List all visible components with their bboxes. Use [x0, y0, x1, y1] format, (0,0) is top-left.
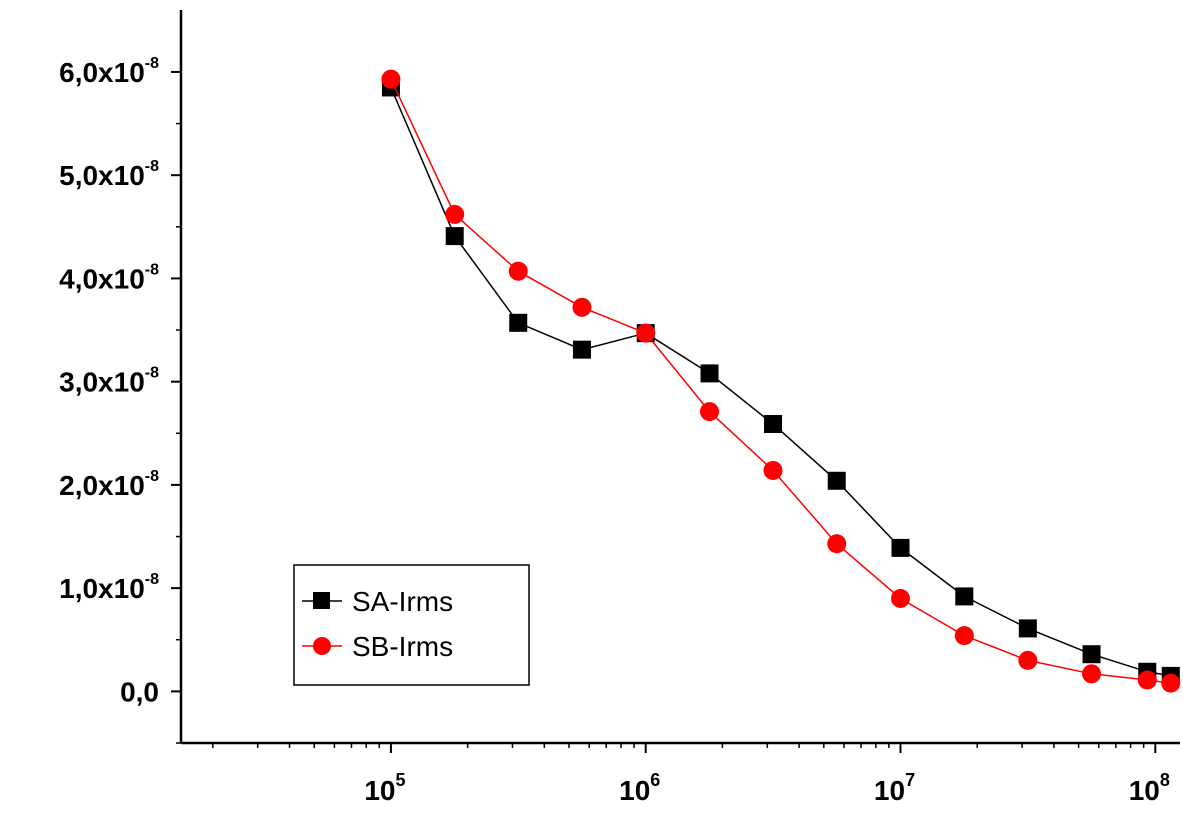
y-tick-mantissa: 2,0x10 — [59, 470, 145, 501]
data-point-circle — [1161, 673, 1181, 693]
legend-box — [293, 564, 530, 686]
x-tick-label: 107 — [874, 770, 915, 806]
x-tick-base: 10 — [1129, 775, 1160, 806]
data-point-circle — [1137, 670, 1157, 690]
data-point-square — [572, 340, 591, 359]
data-point-square — [1082, 645, 1101, 664]
y-tick-mantissa: 0,0 — [120, 676, 159, 707]
x-tick-base: 10 — [874, 775, 905, 806]
y-tick-label: 6,0x10-8 — [59, 55, 159, 88]
x-tick-label: 105 — [364, 770, 405, 806]
x-tick-exponent: 7 — [905, 770, 915, 790]
data-point-circle — [445, 204, 465, 224]
data-point-square — [1018, 619, 1037, 638]
y-tick-mantissa: 4,0x10 — [59, 263, 145, 294]
data-point-circle — [1018, 650, 1038, 670]
data-point-circle — [1082, 664, 1102, 684]
legend-item: SB-Irms — [302, 631, 453, 662]
data-point-square — [445, 227, 464, 246]
data-point-square — [891, 538, 910, 557]
legend-marker-square — [313, 592, 330, 609]
x-tick-exponent: 6 — [650, 770, 660, 790]
legend-marker-circle — [313, 637, 331, 655]
x-tick-exponent: 5 — [395, 770, 405, 790]
y-tick-label: 0,0 — [120, 676, 159, 707]
x-tick-label: 108 — [1129, 770, 1170, 806]
data-point-circle — [636, 323, 656, 343]
data-point-square — [509, 313, 528, 332]
y-tick-exponent: -8 — [145, 571, 159, 588]
data-point-circle — [572, 297, 592, 317]
x-tick-exponent: 8 — [1160, 770, 1170, 790]
data-point-circle — [381, 69, 401, 89]
y-tick-exponent: -8 — [145, 261, 159, 278]
data-point-square — [764, 414, 783, 433]
y-tick-exponent: -8 — [145, 365, 159, 382]
y-tick-exponent: -8 — [145, 158, 159, 175]
y-tick-label: 2,0x10-8 — [59, 468, 159, 501]
y-tick-mantissa: 1,0x10 — [59, 573, 145, 604]
legend: SA-Irms SB-Irms — [293, 564, 530, 686]
y-tick-label: 4,0x10-8 — [59, 261, 159, 294]
y-tick-exponent: -8 — [145, 468, 159, 485]
y-tick-label: 3,0x10-8 — [59, 365, 159, 398]
data-point-square — [827, 471, 846, 490]
y-tick-mantissa: 6,0x10 — [59, 57, 145, 88]
legend-label: SA-Irms — [352, 586, 453, 617]
x-tick-base: 10 — [619, 775, 650, 806]
data-point-square — [955, 587, 974, 606]
series-line — [390, 87, 1171, 677]
data-point-circle — [700, 402, 720, 422]
data-point-circle — [954, 626, 974, 646]
legend-label: SB-Irms — [352, 631, 453, 662]
legend-item: SA-Irms — [302, 586, 453, 617]
data-point-square — [700, 364, 719, 383]
y-tick-mantissa: 3,0x10 — [59, 367, 145, 398]
y-tick-label: 1,0x10-8 — [59, 571, 159, 604]
series-line — [390, 78, 1171, 684]
data-point-circle — [508, 261, 528, 281]
x-tick-label: 106 — [619, 770, 660, 806]
y-tick-label: 5,0x10-8 — [59, 158, 159, 191]
data-point-circle — [763, 460, 783, 480]
y-tick-mantissa: 5,0x10 — [59, 160, 145, 191]
axes: 0,01,0x10-82,0x10-83,0x10-84,0x10-85,0x1… — [59, 10, 1180, 806]
data-point-circle — [827, 534, 847, 554]
plot-area — [381, 69, 1181, 693]
y-tick-exponent: -8 — [145, 55, 159, 72]
data-point-circle — [891, 588, 911, 608]
series-sb-irms — [381, 69, 1181, 693]
x-tick-base: 10 — [364, 775, 395, 806]
